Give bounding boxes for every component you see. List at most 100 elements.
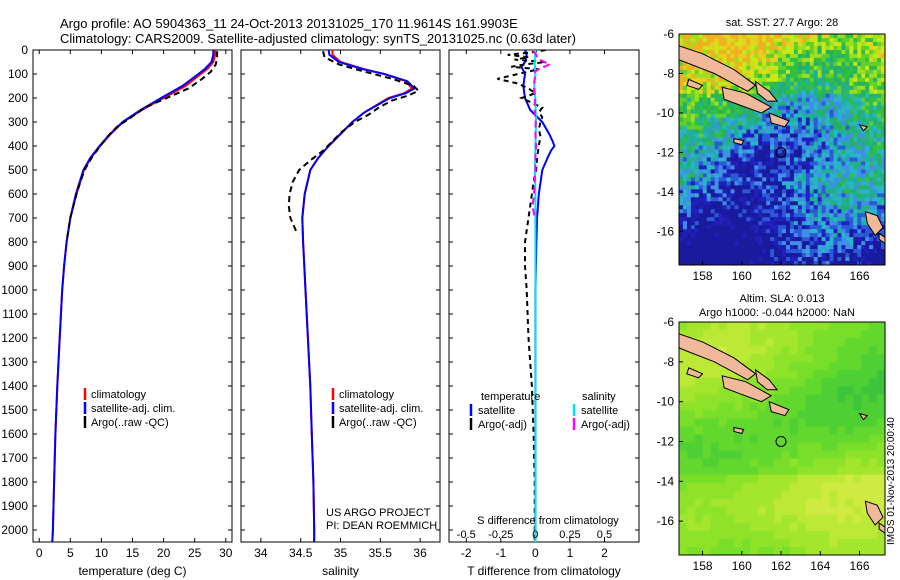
sla-map-cell [750,490,759,500]
sst-map-cell [881,41,885,47]
sla-map-cell [702,378,712,387]
sst-map-cell [801,193,807,198]
sst-map-cell [690,65,696,71]
sst-map-cell [742,145,747,150]
sst-map-cell [758,153,763,158]
sla-map-cell [742,338,751,347]
sst-map-cell [785,93,791,99]
sla-map-cell [718,434,727,443]
sst-map-cell [809,241,815,246]
sst-map-cell [805,173,811,178]
sst-map-cell [762,237,767,242]
sst-map-cell [801,205,807,210]
sst-map-cell [726,37,731,43]
sst-map-cell [714,209,720,214]
sla-map-cell [797,522,807,532]
sst-map-cell [865,145,870,150]
sst-map-cell [718,173,723,178]
sst-map-cell [797,185,803,190]
sst-map-cell [793,257,799,262]
sst-map-cell [801,141,807,146]
sla-map-cell [845,394,854,403]
sst-map-cell [841,245,846,250]
sla-map-cell [742,450,751,459]
sst-map-cell [679,185,684,190]
sla-map-cell [694,362,704,371]
sst-map-cell [750,217,755,222]
sst-map-cell [718,105,723,111]
sla-map-cell [782,338,791,347]
sla-map-cell [702,466,712,476]
sla-map-cell [821,482,830,492]
sla-map-cell [861,402,870,411]
sst-map-cell [766,117,771,123]
sst-map-cell [801,217,807,222]
sst-map-cell [849,65,854,71]
sla-map-cell [734,442,743,451]
sst-map-cell [686,125,692,130]
sla-map-cell [734,450,743,459]
sst-map-cell [813,225,819,230]
sst-map-cell [750,61,755,67]
sla-map-argo-marker [775,435,787,447]
sst-map-cell [821,34,826,39]
sst-map-cell [742,217,747,222]
sst-map-cell [797,157,803,162]
sst-map-cell [877,117,882,123]
sst-map-cell [789,105,795,111]
sst-map-cell [785,173,791,178]
sst-map-cell [742,161,747,166]
sst-map-cell [750,225,755,230]
sst-map-cell [702,173,708,178]
sst-map-cell [865,229,870,234]
sla-map-cell [710,370,720,379]
sst-map-cell [857,233,862,238]
sst-map-cell [841,45,846,51]
sla-map-cell [805,482,815,492]
sst-map-cell [849,49,854,55]
sla-map-cell [813,514,823,524]
sst-map-cell [813,185,819,190]
sst-map-cell [734,133,739,138]
sst-map-cell [782,189,787,194]
sst-map-cell [734,65,739,71]
sst-map-cell [817,121,823,126]
sst-map-xtick-label: 166 [849,269,869,283]
sst-map-cell [714,245,720,250]
sst-map-cell [690,205,696,210]
sst-map-cell [706,34,712,39]
sst-map-cell [746,141,751,146]
sst-map-cell [857,109,862,115]
figure-title-line2: Climatology: CARS2009. Satellite-adjuste… [60,31,576,46]
sst-map-cell [679,37,684,43]
sst-map-cell [710,49,716,55]
sst-map-cell [770,85,775,91]
sst-map-cell [686,97,692,103]
sst-map-cell [738,133,743,138]
sst-map-cell [845,241,850,246]
sla-map-cell [837,394,846,403]
sst-map-cell [738,45,743,51]
sst-map-cell [762,69,767,75]
sst-map-cell [679,153,684,158]
sst-map-cell [730,217,735,222]
sst-map-cell [853,85,858,91]
sst-map-cell [849,57,854,63]
sst-map-cell [710,181,716,186]
sst-map-cell [706,221,712,226]
sst-map-cell [679,253,684,258]
sst-map-cell [710,161,716,166]
sst-map-cell [785,129,791,134]
sst-map-cell [789,45,795,51]
sst-map-cell [762,117,767,123]
sla-map-cell [694,442,704,451]
sst-map-cell [734,113,739,119]
sst-map-cell [825,257,830,262]
sla-map-cell [766,466,775,476]
sst-map-cell [789,177,795,182]
sst-map-cell [738,181,743,186]
sst-map-cell [825,113,830,119]
sst-map-cell [778,109,783,115]
sst-map-cell [679,93,684,99]
sst-map-cell [785,34,791,39]
